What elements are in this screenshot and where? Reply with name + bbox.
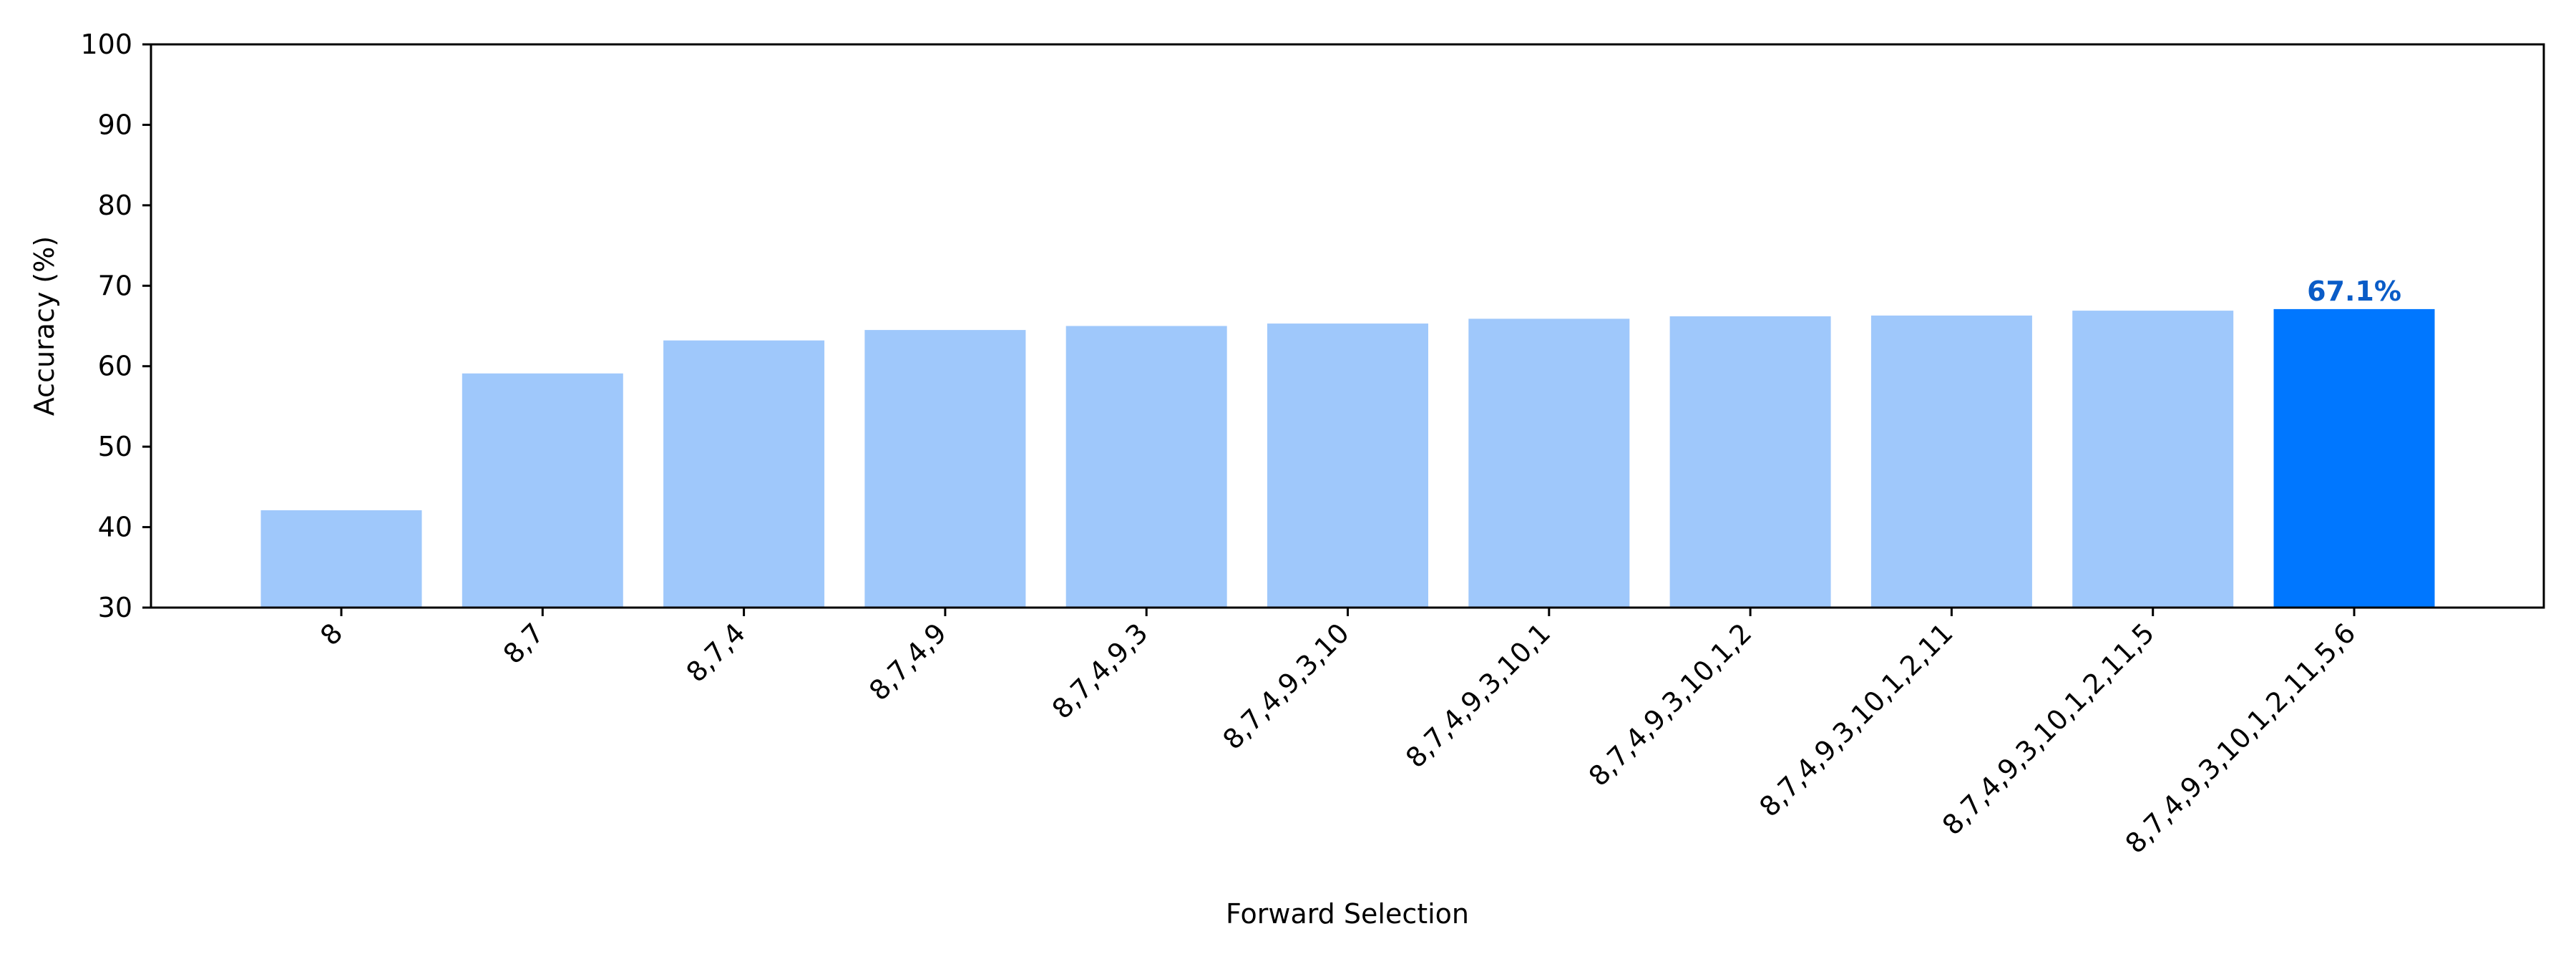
bar-8-7-4-9-3-10-1-2 [1669, 316, 1831, 608]
bar-8-7-4-9-3-10 [1267, 323, 1428, 608]
x-tick-label: 8,7,4,9,3,10,1 [1400, 617, 1556, 774]
y-tick-label: 60 [98, 351, 132, 382]
y-tick-label: 90 [98, 109, 132, 140]
x-tick-label: 8 [314, 617, 348, 651]
y-tick-label: 100 [80, 29, 132, 60]
x-tick-label: 8,7,4,9,3,10 [1216, 617, 1355, 755]
bar-8-7-4-9-3-10-1-2-11 [1870, 315, 2032, 608]
x-tick-label: 8,7,4,9,3,10,1,2 [1583, 617, 1758, 792]
y-tick-label: 50 [98, 431, 132, 462]
x-tick-label: 8,7 [497, 617, 550, 670]
bar-8-7-4-9-3 [1065, 326, 1227, 608]
bar-8-7-4 [663, 340, 825, 608]
x-tick-label: 8,7,4,9,3,10,1,2,11 [1753, 617, 1958, 822]
bar-8-7 [462, 373, 623, 608]
bars-layer [260, 308, 2435, 608]
x-tick-label: 8,7,4,9,3,10,1,2,11,5 [1936, 617, 2160, 841]
bar-8 [260, 510, 422, 608]
y-tick-label: 80 [98, 190, 132, 221]
highlight-value-label: 67.1% [2307, 276, 2401, 307]
y-tick-label: 40 [98, 512, 132, 543]
x-axis: 8 8,7 8,7,4 8,7,4,9 8,7,4,9,3 8,7,4,9,3,10 8,7… [314, 608, 2361, 860]
x-axis-title: Forward Selection [1226, 898, 1469, 930]
y-tick-label: 30 [98, 592, 132, 623]
x-tick-label: 8,7,4,9,3,10,1,2,11,5,6 [2119, 617, 2362, 860]
y-axis-title: Accuracy (%) [29, 236, 60, 416]
data-labels: 67.1% [2307, 276, 2401, 307]
x-tick-label: 8,7,4 [680, 617, 751, 688]
y-axis: 30 40 50 60 70 80 90 100 [80, 29, 151, 623]
x-tick-label: 8,7,4,9,3 [1046, 617, 1154, 725]
bar-8-7-4-9-3-10-1-2-11-5 [2072, 311, 2234, 608]
y-tick-label: 70 [98, 270, 132, 301]
bar-8-7-4-9 [864, 330, 1026, 608]
bar-8-7-4-9-3-10-1-2-11-5-6 [2273, 308, 2435, 608]
x-tick-label: 8,7,4,9 [863, 617, 952, 706]
bar-8-7-4-9-3-10-1 [1468, 318, 1630, 608]
